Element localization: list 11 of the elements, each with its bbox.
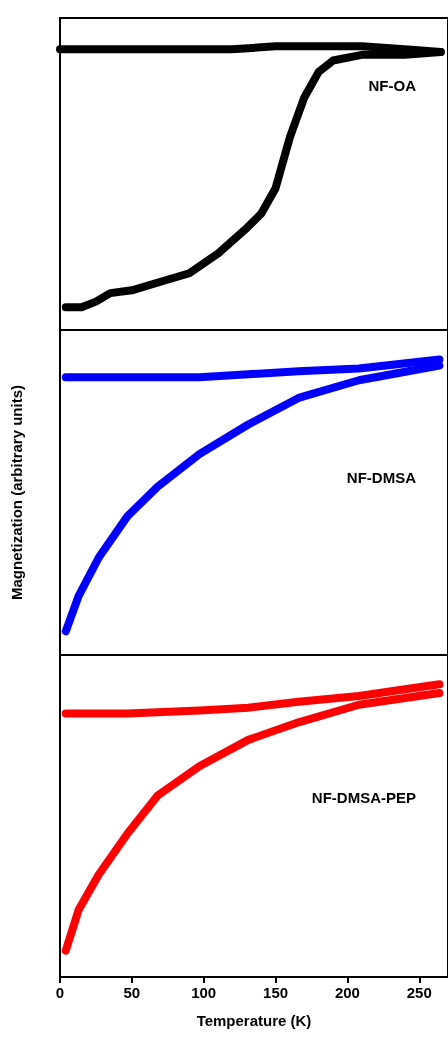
x-tick-label: 250 <box>406 984 432 1001</box>
x-axis-title: Temperature (K) <box>196 1012 312 1029</box>
x-tick-label: 200 <box>334 984 360 1001</box>
annotation: NF-OA <box>368 77 417 94</box>
x-tick-label: 100 <box>191 984 217 1001</box>
x-tick-label: 150 <box>263 984 289 1001</box>
x-tick-label: 0 <box>55 984 65 1001</box>
y-axis-title: Magnetization (arbitrary units) <box>8 384 25 601</box>
annotation: NF-DMSA-PEP <box>311 789 417 806</box>
annotation: NF-DMSA <box>346 469 417 486</box>
x-tick-label: 50 <box>123 984 141 1001</box>
